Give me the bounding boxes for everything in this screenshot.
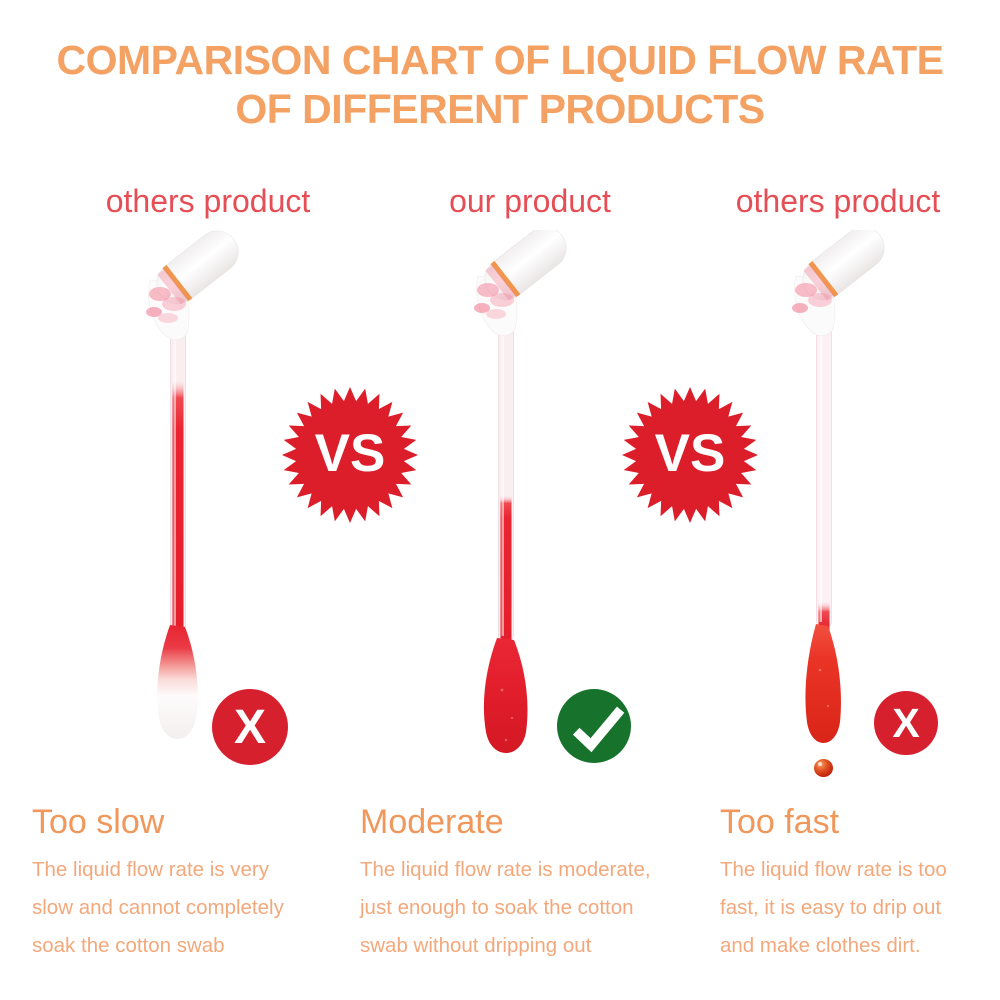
column-header-others-left: others product — [105, 183, 311, 219]
result-heading-moderate: Moderate — [360, 803, 504, 841]
description-line: slow and cannot completely — [32, 896, 284, 919]
cotton-tip-soaked — [483, 638, 528, 753]
description-line: The liquid flow rate is too — [720, 858, 947, 881]
x-label: X — [892, 699, 920, 746]
result-heading-too-fast: Too fast — [720, 803, 840, 841]
description-line: fast, it is easy to drip out — [720, 896, 942, 919]
vs-badge-right: VS — [621, 386, 759, 524]
x-icon: X — [212, 689, 288, 765]
vs-label: VS — [314, 423, 386, 483]
result-heading-too-slow: Too slow — [32, 803, 165, 841]
x-label: X — [233, 700, 266, 754]
stain-blotch — [792, 303, 808, 313]
stain-blotch — [146, 307, 162, 317]
liquid-fill — [500, 496, 512, 642]
cotton-bud — [802, 230, 885, 301]
column-header-others-right: others product — [735, 183, 941, 219]
description-line: swab without dripping out — [360, 934, 592, 957]
page-title: COMPARISON CHART OF LIQUID FLOW RATE OF … — [0, 36, 1000, 134]
title-line-2: OF DIFFERENT PRODUCTS — [235, 86, 765, 132]
description-line: The liquid flow rate is moderate, — [360, 858, 651, 881]
stain-blotch — [149, 287, 171, 301]
swab-stem — [816, 325, 832, 629]
stain-band — [808, 260, 839, 298]
stem-highlight — [819, 330, 822, 622]
stem-highlight — [173, 330, 176, 626]
stain-blotch — [162, 297, 186, 311]
result-description-too-fast: The liquid flow rate is too fast, it is … — [720, 851, 947, 965]
stain-band — [162, 264, 193, 302]
x-icon: X — [874, 691, 938, 755]
column-header-our-product: our product — [449, 183, 611, 219]
stem-highlight — [501, 330, 504, 636]
stain-blotch — [795, 283, 817, 297]
stain-blotch — [486, 309, 506, 319]
result-description-too-slow: The liquid flow rate is very slow and ca… — [32, 851, 284, 965]
vs-starburst-icon — [281, 386, 419, 524]
swab-illustration-too-slow — [146, 230, 239, 739]
swab-illustration-moderate — [474, 230, 567, 753]
drop-highlight — [818, 762, 822, 766]
stain-blotch — [490, 293, 514, 307]
checkmark-icon — [572, 706, 625, 753]
vs-badge-left: VS — [281, 386, 419, 524]
stain-blotch — [808, 293, 832, 307]
cotton-bud — [484, 230, 567, 301]
description-line: The liquid flow rate is very — [32, 858, 269, 881]
stain-blotch — [477, 283, 499, 297]
swab-illustration-too-fast — [792, 230, 885, 777]
cotton-bud — [156, 230, 239, 305]
description-line: soak the cotton swab — [32, 934, 225, 957]
description-line: and make clothes dirt. — [720, 934, 921, 957]
description-line: just enough to soak the cotton — [360, 896, 634, 919]
title-line-1: COMPARISON CHART OF LIQUID FLOW RATE — [56, 37, 944, 83]
vs-starburst-icon — [621, 386, 759, 524]
stain-blotch — [158, 313, 178, 323]
cotton-tip-dry — [157, 625, 198, 739]
result-description-moderate: The liquid flow rate is moderate, just e… — [360, 851, 651, 965]
cotton-tip-soaked — [805, 624, 841, 743]
liquid-fill — [172, 380, 184, 632]
check-icon — [557, 689, 631, 763]
stain-band — [490, 260, 521, 298]
liquid-fill — [818, 602, 830, 630]
liquid-drop — [814, 759, 833, 777]
stain-blotch — [474, 303, 490, 313]
vs-label: VS — [654, 423, 726, 483]
